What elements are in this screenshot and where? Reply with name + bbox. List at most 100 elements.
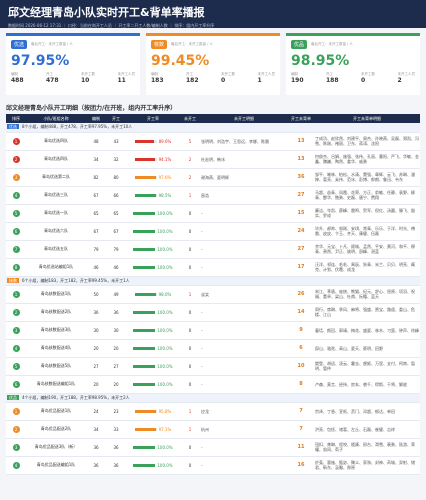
unbacked-detail: 卢森、莫言、经纬、房玄、裘千、缪斯、干将、解放 bbox=[314, 375, 420, 394]
bar-track bbox=[133, 347, 156, 350]
bar-track bbox=[134, 158, 157, 161]
idle: 0 bbox=[180, 240, 200, 259]
idle: 0 bbox=[180, 375, 200, 394]
rank-badge: 4 bbox=[12, 191, 20, 199]
card-stats: 编制 190 开工 188 未开工数 0 未开工人员 2 bbox=[291, 72, 415, 84]
staff: 79 bbox=[86, 240, 106, 259]
rate-bar bbox=[133, 266, 156, 269]
idle: 0 bbox=[180, 357, 200, 376]
idle-detail: - bbox=[200, 375, 288, 394]
header: 邱文经理青岛小队实时开工&背单率播报 数据时间 2026-06-12 17:31… bbox=[0, 0, 426, 28]
card-tag: 优品 bbox=[291, 40, 308, 49]
unbacked-detail: 钮扣、龚琳、程咬、嵇康、邢台、滑雪、裴勇、陆游、荣耀、翁同、荀子 bbox=[314, 438, 420, 457]
bar-track bbox=[133, 464, 156, 467]
rate-label: 100.0% bbox=[157, 264, 173, 270]
column-header: 编制 bbox=[86, 114, 106, 123]
staff: 20 bbox=[86, 375, 106, 394]
rate-cell: 100.0% bbox=[126, 357, 180, 376]
rate-label: 100.0% bbox=[157, 462, 173, 468]
working: 65 bbox=[106, 204, 126, 223]
idle-detail: - bbox=[200, 357, 288, 376]
group-tag: 优选 bbox=[7, 124, 19, 130]
card-note: 最后开工：未开工数量 / 人 bbox=[311, 42, 353, 46]
idle: 0 bbox=[180, 339, 200, 358]
bar-track bbox=[134, 176, 157, 179]
rank-cell: 1 bbox=[6, 402, 26, 421]
rate-label: 89.6% bbox=[158, 138, 172, 144]
rate-cell: 94.1% bbox=[126, 150, 180, 169]
bar-track bbox=[134, 293, 157, 296]
column-header: 未开工明细 bbox=[200, 114, 288, 123]
team-name: 青岛核数配送4队 bbox=[26, 339, 86, 358]
column-header: 开工未背单明细 bbox=[314, 114, 420, 123]
stat-label: 未开工人员 bbox=[117, 72, 135, 76]
table-row: 1 青岛优选四队 48 43 89.6% 5 张明明、刘浩宇、王思远、李娜、陈晨 13 丁成功、… bbox=[6, 132, 420, 151]
column-header: 开工率 bbox=[126, 114, 180, 123]
rate-cell: 97.6% bbox=[126, 168, 180, 187]
rate-cell: 89.6% bbox=[126, 132, 180, 151]
stat: 编制 488 bbox=[11, 72, 24, 84]
staff: 24 bbox=[86, 402, 106, 421]
rate-bar bbox=[134, 140, 155, 143]
idle: 0 bbox=[180, 204, 200, 223]
rank-badge: 1 bbox=[12, 137, 20, 145]
unbacked: 36 bbox=[288, 168, 314, 187]
unbacked-detail: 於菟、惠施、甄宓、麴义、家驹、封神、芮城、羿射、储君、靳东、汲黯、邴原 bbox=[314, 456, 420, 475]
unbacked-detail: 宋江、茅盾、庞统、熊猫、纪元、舒心、屈原、项羽、祝福、董卓、梁山、杜甫、阮籍、蓝… bbox=[314, 285, 420, 304]
staff: 34 bbox=[86, 420, 106, 439]
idle: 2 bbox=[180, 168, 200, 187]
rank-cell: 5 bbox=[6, 204, 26, 223]
idle: 0 bbox=[180, 321, 200, 340]
rate-bar bbox=[133, 446, 156, 449]
idle-detail: 应龙 bbox=[200, 402, 288, 421]
card-top: 优选 最后开工：未开工数量 / 人 bbox=[11, 40, 135, 49]
column-header: 开工 bbox=[106, 114, 126, 123]
unbacked-detail: 马超、苗青、凤霞、花荣、方正、俞敏、任静、袁野、柳青、酆华、鲍勇、史磊、唐宁、费… bbox=[314, 186, 420, 205]
table-row: 6 青岛核数配送编组1队 20 20 100.0% 0-8 卢森、莫言、经纬、房玄、裘千、缪… bbox=[6, 375, 420, 394]
team-name: 青岛优选三队 bbox=[26, 186, 86, 205]
rate-cell: 98.5% bbox=[126, 186, 180, 205]
stat: 开工 182 bbox=[186, 72, 199, 84]
unbacked: 27 bbox=[288, 240, 314, 259]
stat: 未开工数 0 bbox=[361, 72, 375, 84]
table-row: 1 青岛核数配送1队 50 49 98.0% 1 谈笑 26 宋江、茅盾、庞统、熊猫、纪元、舒心… bbox=[6, 285, 420, 304]
rank-badge: 7 bbox=[12, 245, 20, 253]
team-name: 青岛优品配送编组1队 bbox=[26, 456, 86, 475]
bar-track bbox=[133, 248, 156, 251]
rate-bar bbox=[133, 230, 156, 233]
idle: 0 bbox=[180, 456, 200, 475]
group-cell: 核数 6个小组，编制183，开工182，开工率99.45%，未开工1人 bbox=[6, 276, 420, 286]
rate-cell: 100.0% bbox=[126, 438, 180, 457]
bar-track bbox=[134, 410, 157, 413]
staff: 67 bbox=[86, 222, 106, 241]
stat: 开工 478 bbox=[46, 72, 59, 84]
stat-label: 开工 bbox=[46, 72, 53, 76]
idle: 1 bbox=[180, 402, 200, 421]
rank-cell: 8 bbox=[6, 258, 26, 277]
unbacked: 15 bbox=[288, 204, 314, 223]
rate-bar bbox=[134, 194, 157, 197]
idle-detail: 杭州 bbox=[200, 420, 288, 439]
group-summary: 4个小组，编制190，开工188，开工率98.95%，未开工2人 bbox=[22, 394, 130, 400]
rank-cell: 1 bbox=[6, 132, 26, 151]
group-summary: 8个小组，编制488，开工478，开工率97.95%，未开工10人 bbox=[22, 124, 133, 130]
unbacked: 13 bbox=[288, 132, 314, 151]
bar-track bbox=[133, 311, 156, 314]
unbacked-detail: 毕升、郝帅、邬刚、安琪、常青、乐乐、于洋、时光、傅雷、皮皮、卞玉、齐天、康健、伍… bbox=[314, 222, 420, 241]
stat: 开工 188 bbox=[326, 72, 339, 84]
rank-cell: 2 bbox=[6, 150, 26, 169]
table-row: 6 青岛优选六队 67 67 100.0% 0-24 毕升、郝帅、邬刚、安琪、常青、乐乐、于… bbox=[6, 222, 420, 241]
team-name: 青岛优选第二队 bbox=[26, 168, 86, 187]
stat: 未开工人员 11 bbox=[117, 72, 135, 84]
unbacked: 16 bbox=[288, 456, 314, 475]
stat-label: 编制 bbox=[11, 72, 18, 76]
team-name: 青岛优选四队 bbox=[26, 132, 86, 151]
staff: 36 bbox=[86, 438, 106, 457]
idle-detail: - bbox=[200, 456, 288, 475]
rate-cell: 100.0% bbox=[126, 303, 180, 322]
working: 27 bbox=[106, 357, 126, 376]
table-row: 4 青岛核数配送4队 20 20 100.0% 0-6 邱山、骆驼、高山、夏天、蔡明、田野 bbox=[6, 339, 420, 358]
unbacked-detail: 闵行、席琳、季风、麻将、强盛、贾宝、路遥、娄山、危楼、江山 bbox=[314, 303, 420, 322]
